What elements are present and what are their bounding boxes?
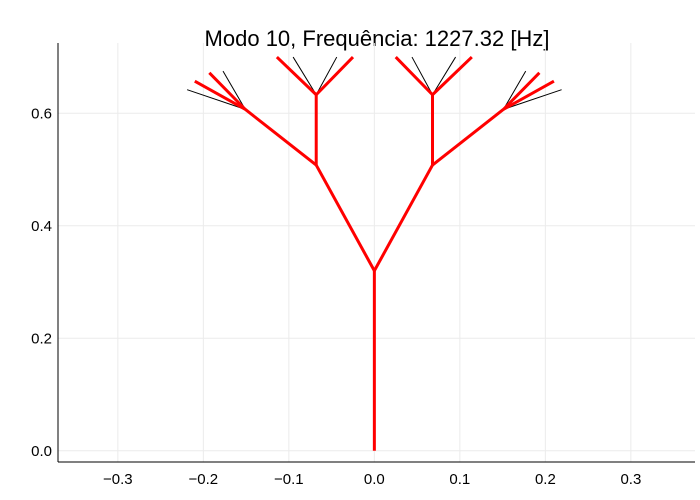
y-tick-label: 0.4: [31, 218, 52, 235]
deformed-branch-segment: [431, 55, 473, 96]
undeformed-branch-segment: [432, 56, 457, 96]
deformed-branch-segment: [315, 56, 355, 96]
x-tick-label: 0.1: [449, 471, 470, 488]
chart-title: Modo 10, Frequência: 1227.32 [Hz]: [205, 26, 550, 51]
deformed-branch-segment: [194, 79, 246, 111]
deformed-branch-segment: [373, 164, 434, 272]
x-tick-label: −0.3: [103, 471, 133, 488]
deformed-shape: [194, 55, 555, 451]
x-tick-label: −0.1: [274, 471, 304, 488]
undeformed-branch-segment: [411, 56, 433, 95]
undeformed-branch-segment: [503, 70, 527, 110]
grid-lines: [58, 43, 695, 462]
deformed-branch-segment: [314, 164, 376, 272]
x-tick-label: 0.2: [535, 471, 556, 488]
y-tick-label: 0.2: [31, 330, 52, 347]
undeformed-branch-segment: [186, 89, 246, 110]
undeformed-branch-segment: [503, 89, 562, 110]
undeformed-branch-segment: [315, 56, 338, 95]
y-tick-label: 0.6: [31, 105, 52, 122]
x-tick-label: 0.3: [620, 471, 641, 488]
deformed-branch-segment: [275, 55, 318, 96]
deformed-branch-segment: [394, 56, 434, 96]
deformed-branch-segment: [502, 71, 541, 111]
tick-labels: −0.3 −0.2 −0.1 0.0 0.1 0.2 0.3 0.0 0.2 0.4 0.6: [31, 105, 641, 488]
undeformed-shape: [186, 56, 562, 110]
deformed-branch-segment: [431, 108, 505, 167]
deformed-branch-segment: [502, 79, 555, 111]
deformed-branch-segment: [208, 71, 247, 111]
y-tick-label: 0.0: [31, 443, 52, 460]
undeformed-branch-segment: [292, 56, 317, 96]
x-tick-label: 0.0: [364, 471, 385, 488]
undeformed-branch-segment: [222, 70, 246, 110]
deformed-branch-segment: [244, 108, 318, 167]
x-tick-label: −0.2: [189, 471, 219, 488]
